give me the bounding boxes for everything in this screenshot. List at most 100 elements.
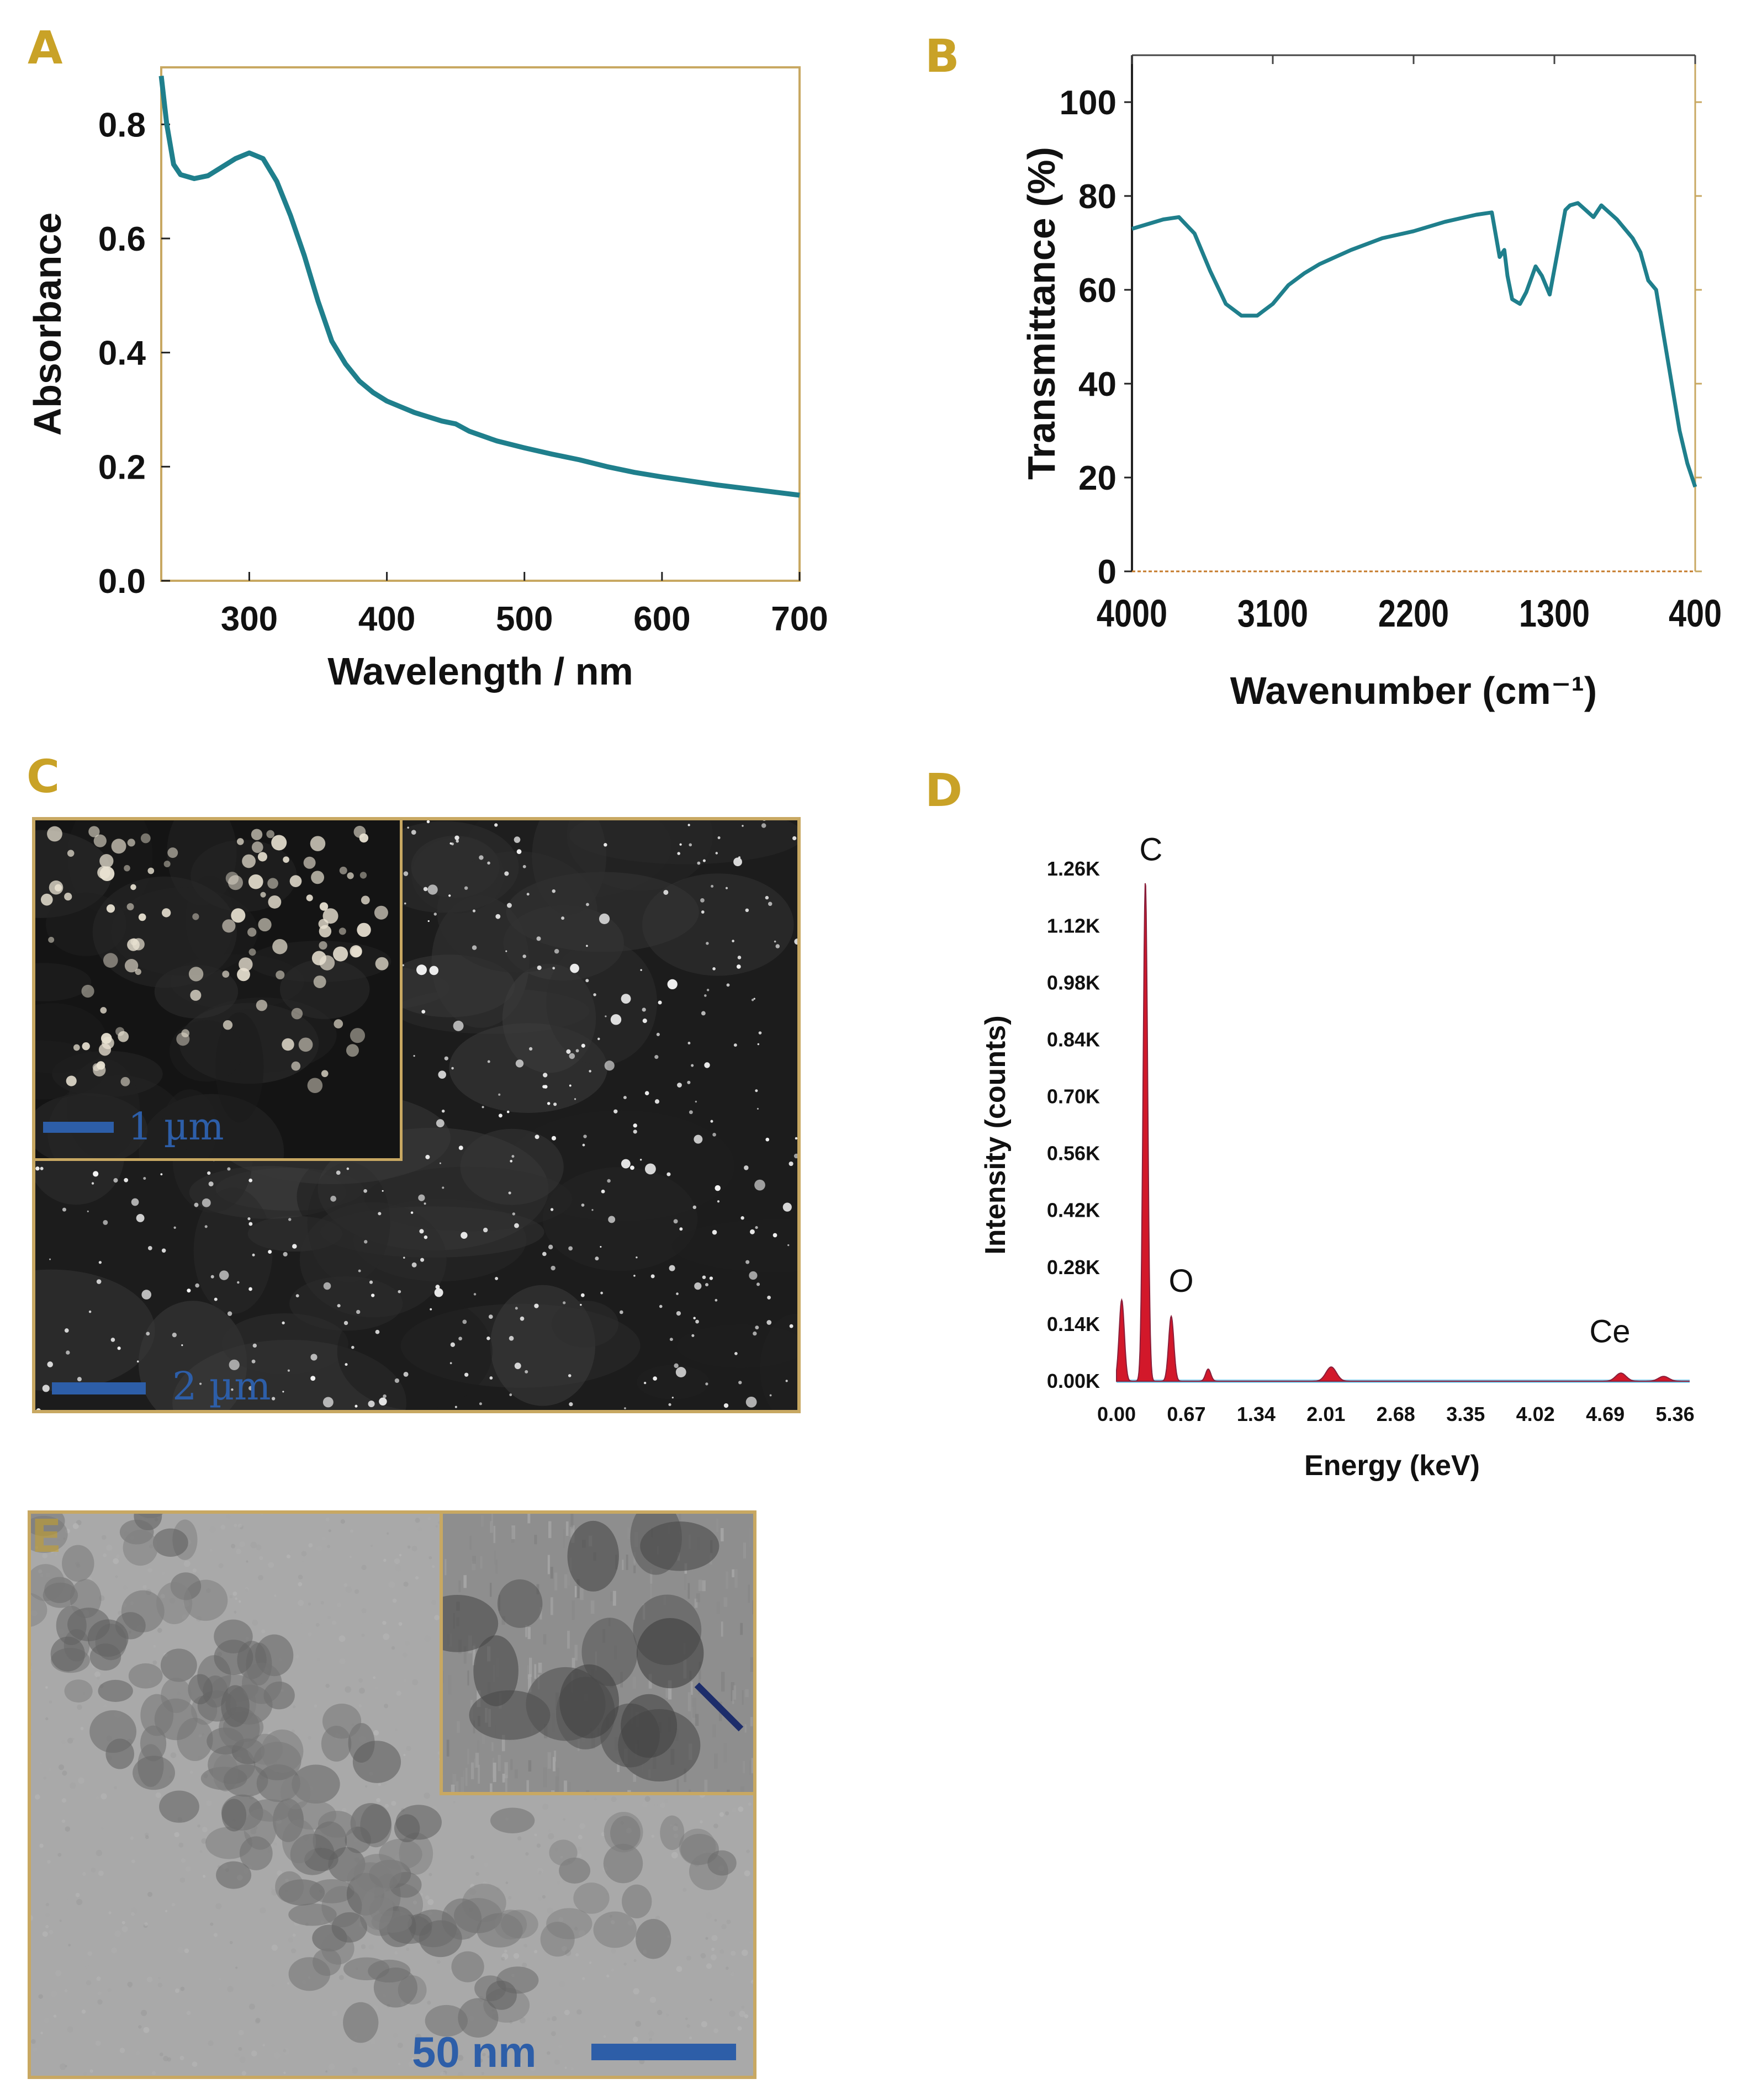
- tem-inset-lattice: [586, 1790, 590, 1792]
- sem-particle: [717, 1200, 720, 1203]
- sem-inset-particle: [248, 874, 263, 889]
- tem-noise: [235, 1966, 238, 1969]
- sem-inset-particle: [298, 1037, 313, 1052]
- y-tick-label: 0.6: [98, 220, 146, 258]
- x-tick-label: 2200: [1378, 592, 1449, 635]
- sem-inset-particle: [258, 918, 272, 932]
- tem-noise: [192, 1568, 197, 1573]
- tem-noise: [273, 2052, 281, 2059]
- sem-inset-particle: [247, 927, 257, 937]
- tem-noise: [337, 1603, 342, 1608]
- tem-noise: [435, 1525, 438, 1528]
- tem-noise: [227, 1986, 234, 1992]
- tem-noise: [252, 1619, 258, 1626]
- sem-particle: [383, 1394, 387, 1398]
- sem-inset-particle: [115, 1027, 125, 1036]
- sem-particle: [288, 1218, 292, 1221]
- tem-inset-lattice: [580, 1588, 584, 1600]
- tem-noise: [314, 1704, 318, 1707]
- sem-particle: [552, 967, 555, 970]
- sem-inset-image: 1 µm: [35, 820, 403, 1161]
- sem-inset-particle: [303, 856, 316, 869]
- tem-inset-lattice: [538, 1662, 542, 1673]
- sem-particle: [751, 999, 754, 1001]
- sem-particle: [757, 1043, 760, 1046]
- sem-particle: [679, 843, 682, 846]
- sem-particle: [378, 1212, 382, 1216]
- sem-particle: [563, 1301, 566, 1304]
- sem-particle: [110, 1338, 115, 1342]
- tem-noise: [368, 1944, 374, 1950]
- sem-inset-particle: [181, 1029, 190, 1038]
- tem-noise: [682, 1887, 687, 1892]
- sem-particle: [600, 1291, 604, 1295]
- tem-noise: [72, 1523, 79, 1529]
- tem-inset-lattice: [752, 1600, 753, 1615]
- tem-inset-lattice: [441, 1775, 443, 1783]
- tem-inset-lattice: [556, 1768, 559, 1781]
- tem-noise: [345, 1586, 352, 1593]
- main-scale-label: 2 µm: [172, 1364, 271, 1409]
- tem-noise: [308, 1632, 312, 1637]
- sem-particle: [745, 908, 749, 913]
- sem-particle: [441, 1109, 445, 1113]
- tem-nanoparticle: [309, 1879, 355, 1903]
- tem-inset-lattice: [493, 1525, 496, 1544]
- tem-noise: [633, 1959, 637, 1962]
- sem-particle: [505, 950, 507, 952]
- sem-particle: [251, 1359, 256, 1364]
- tem-nanoparticle: [322, 1703, 362, 1739]
- sem-particle: [516, 849, 522, 854]
- tem-noise: [213, 1933, 218, 1937]
- sem-particle: [195, 1283, 199, 1288]
- sem-particle: [663, 889, 669, 895]
- tem-noise: [331, 1620, 336, 1625]
- sem-particle: [421, 1010, 426, 1014]
- sem-particle: [542, 1085, 546, 1089]
- tem-noise: [85, 1965, 89, 1969]
- tem-inset-lattice: [471, 1762, 474, 1780]
- sem-particle: [717, 836, 721, 840]
- sem-particle: [506, 1110, 510, 1113]
- tem-inset-lattice: [650, 1584, 652, 1600]
- sem-particle: [700, 898, 705, 903]
- tem-noise: [111, 1947, 118, 1954]
- tem-nanoparticle: [67, 1608, 110, 1641]
- sem-particle: [601, 1189, 605, 1194]
- tem-noise: [547, 1833, 554, 1839]
- tem-inset-lattice: [690, 1682, 693, 1695]
- tem-nanoparticle: [275, 1871, 304, 1903]
- tem-nanoparticle: [50, 1636, 85, 1672]
- tem-noise: [731, 1807, 737, 1813]
- sem-particle: [147, 1245, 152, 1250]
- tem-noise: [293, 1705, 296, 1709]
- sem-particle: [789, 1324, 793, 1328]
- sem-inset-particle: [130, 884, 136, 890]
- tem-noise: [143, 2027, 150, 2033]
- tem-noise: [434, 1615, 440, 1621]
- tem-inset-marker: [694, 1682, 744, 1732]
- sem-inset-particle: [319, 955, 335, 971]
- tem-noise: [283, 2071, 286, 2074]
- sem-particle: [705, 1283, 709, 1287]
- sem-particle: [187, 1288, 191, 1293]
- tem-noise: [53, 2014, 57, 2018]
- sem-particle: [695, 1319, 699, 1324]
- x-tick-label: 4000: [1097, 592, 1167, 635]
- tem-noise: [98, 1870, 104, 1876]
- tem-noise: [29, 1669, 31, 1671]
- sem-particle: [607, 1179, 611, 1183]
- tem-inset-lattice: [748, 1527, 752, 1547]
- sem-particle: [715, 1185, 721, 1191]
- x-tick-label: 1300: [1519, 592, 1590, 635]
- tem-inset-particle: [636, 1618, 704, 1689]
- tem-nanoparticle: [494, 1910, 527, 1940]
- tem-noise: [96, 1676, 100, 1680]
- tem-inset-lattice: [505, 1775, 507, 1792]
- tem-noise: [141, 2009, 147, 2016]
- sem-particle: [677, 852, 680, 855]
- tem-noise: [155, 1792, 161, 1798]
- sem-particle: [337, 1304, 341, 1308]
- sem-particle: [543, 1073, 548, 1078]
- sem-particle: [712, 1229, 717, 1235]
